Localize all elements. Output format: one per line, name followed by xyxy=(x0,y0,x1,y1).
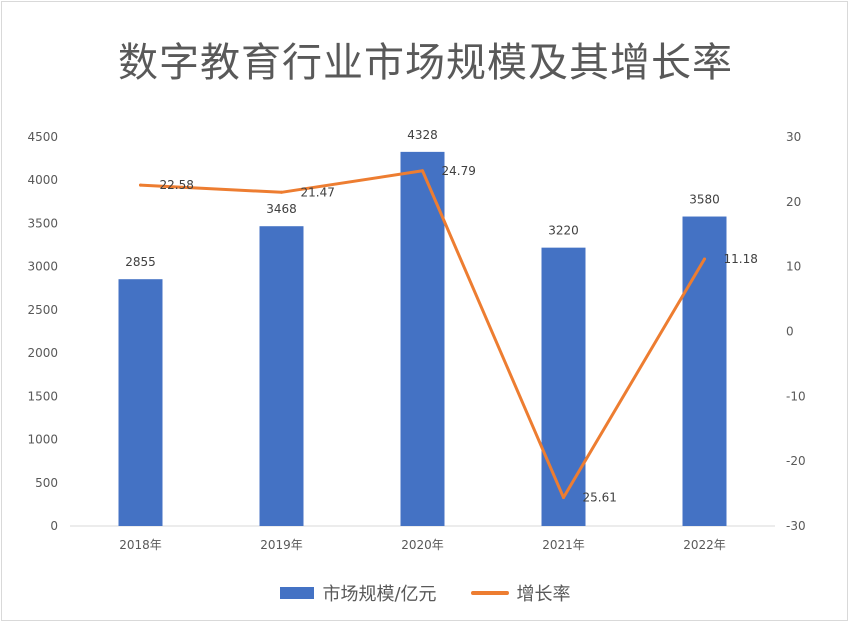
legend-label-line: 增长率 xyxy=(516,584,571,605)
right-tick-label: 10 xyxy=(786,260,801,274)
bar-data-label: 3580 xyxy=(689,193,720,207)
right-axis: -30 -20 -10 0 10 20 30 xyxy=(786,130,806,533)
x-tick-label: 2020年 xyxy=(401,538,444,552)
line-point xyxy=(280,190,283,194)
left-tick-label: 0 xyxy=(50,519,58,533)
right-tick-label: -10 xyxy=(786,389,806,403)
line-data-labels: 22.58 21.47 24.79 25.61 11.18 xyxy=(160,164,758,505)
legend-label-bar: 市场规模/亿元 xyxy=(322,584,437,605)
right-tick-label: -30 xyxy=(786,519,806,533)
bar-data-label: 2855 xyxy=(125,255,156,269)
line-point xyxy=(703,257,706,261)
x-tick-label: 2018年 xyxy=(119,538,162,552)
legend-swatch-bar xyxy=(280,587,315,599)
legend-item-bar: 市场规模/亿元 xyxy=(280,580,437,606)
right-tick-label: 30 xyxy=(786,130,801,144)
right-tick-label: 20 xyxy=(786,195,801,209)
line-point xyxy=(139,183,142,187)
x-tick-label: 2022年 xyxy=(683,538,726,552)
line-data-label: 22.58 xyxy=(160,178,194,192)
right-tick-label: 0 xyxy=(786,325,794,339)
bar-data-label: 3468 xyxy=(266,202,297,216)
chart-title: 数字教育行业市场规模及其增长率 xyxy=(118,40,733,86)
left-tick-label: 4500 xyxy=(27,130,58,144)
bar-data-label: 4328 xyxy=(407,128,438,142)
left-tick-label: 2500 xyxy=(27,303,58,317)
left-tick-label: 2000 xyxy=(27,346,58,360)
bar-series xyxy=(118,151,727,527)
left-tick-label: 1500 xyxy=(27,389,58,403)
legend: 市场规模/亿元 增长率 xyxy=(0,580,851,606)
bar xyxy=(682,216,727,527)
line-series xyxy=(139,169,706,500)
left-tick-label: 3500 xyxy=(27,216,58,230)
line-data-label: 25.61 xyxy=(583,491,617,505)
left-axis: 0 500 1000 1500 2000 2500 3000 3500 4000 4500 xyxy=(27,130,58,533)
left-tick-label: 1000 xyxy=(27,433,58,447)
legend-swatch-line xyxy=(470,591,509,595)
line-data-label: 24.79 xyxy=(442,164,476,178)
x-tick-label: 2019年 xyxy=(260,538,303,552)
line-point xyxy=(421,169,424,173)
left-tick-label: 4000 xyxy=(27,173,58,187)
bar xyxy=(400,151,445,526)
line-data-label: 11.18 xyxy=(724,252,758,266)
line-data-label: 21.47 xyxy=(301,185,335,199)
bar xyxy=(259,226,304,526)
right-tick-label: -20 xyxy=(786,454,806,468)
bar xyxy=(118,279,163,526)
x-tick-label: 2021年 xyxy=(542,538,585,552)
legend-item-line: 增长率 xyxy=(470,580,571,606)
x-axis: 2018年 2019年 2020年 2021年 2022年 xyxy=(119,538,726,552)
bar xyxy=(541,247,586,526)
left-tick-label: 3000 xyxy=(27,260,58,274)
line-point xyxy=(562,496,565,500)
left-tick-label: 500 xyxy=(35,476,58,490)
bar-data-label: 3220 xyxy=(548,224,579,238)
bar-data-labels: 2855 3468 4328 3220 3580 xyxy=(125,128,720,269)
